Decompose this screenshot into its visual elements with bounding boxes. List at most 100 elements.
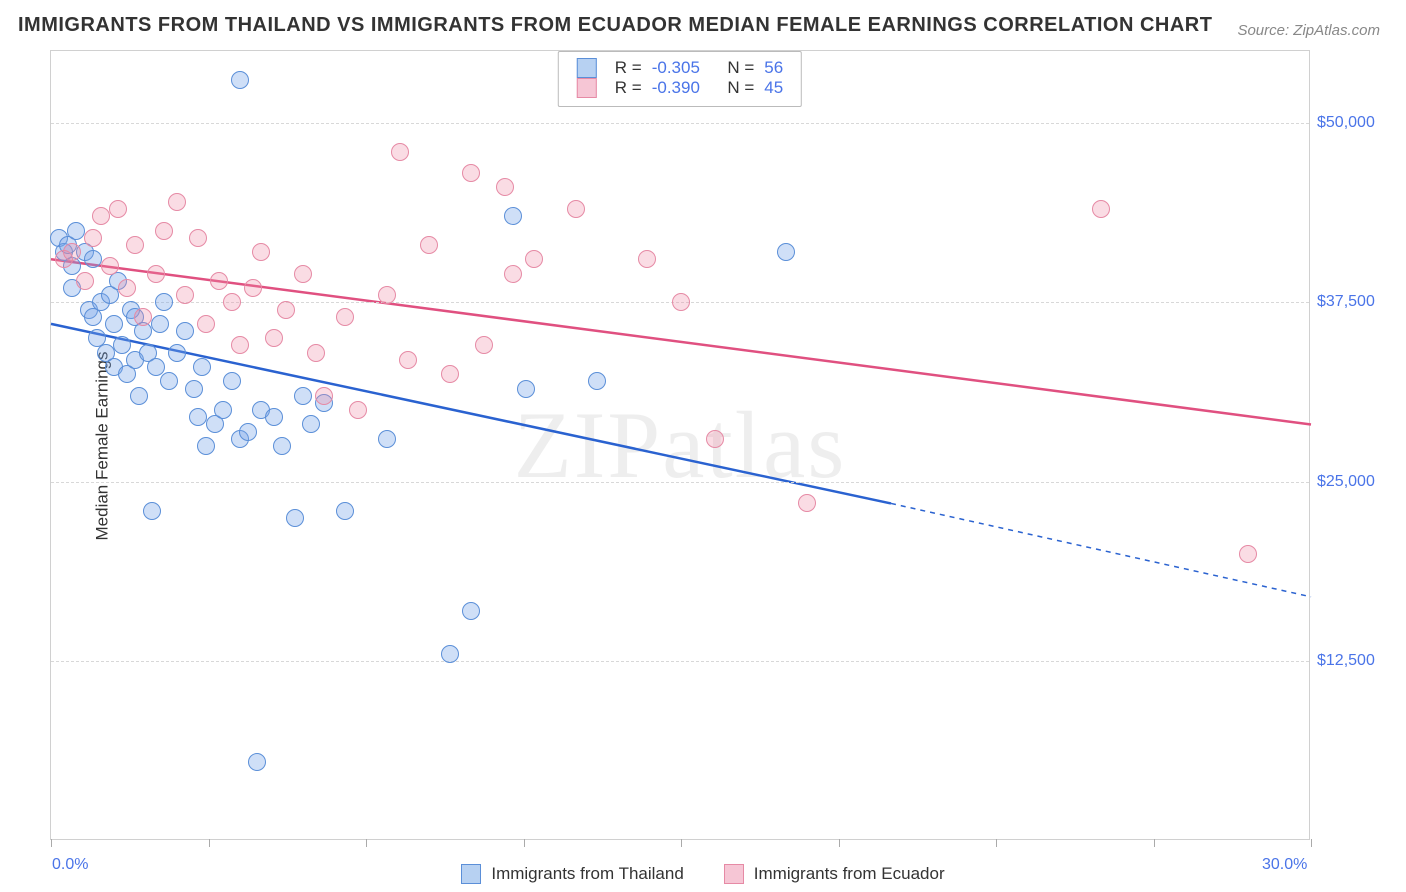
- r-value-thailand: -0.305: [652, 58, 700, 78]
- data-point-ecuador: [155, 222, 173, 240]
- y-tick-label: $50,000: [1317, 114, 1387, 132]
- n-label: N =: [718, 78, 754, 98]
- data-point-ecuador: [525, 250, 543, 268]
- source-attribution: Source: ZipAtlas.com: [1237, 22, 1380, 39]
- data-point-ecuador: [118, 279, 136, 297]
- data-point-thailand: [160, 372, 178, 390]
- data-point-thailand: [273, 437, 291, 455]
- legend-item-thailand: Immigrants from Thailand: [461, 864, 683, 884]
- data-point-thailand: [248, 753, 266, 771]
- r-label: R =: [615, 58, 642, 78]
- legend-row-thailand: R = -0.305 N = 56: [577, 58, 783, 78]
- data-point-thailand: [143, 502, 161, 520]
- correlation-chart: IMMIGRANTS FROM THAILAND VS IMMIGRANTS F…: [0, 0, 1406, 892]
- legend-bottom: Immigrants from Thailand Immigrants from…: [0, 864, 1406, 884]
- legend-item-ecuador: Immigrants from Ecuador: [724, 864, 945, 884]
- n-value-thailand: 56: [764, 58, 783, 78]
- data-point-thailand: [378, 430, 396, 448]
- r-label: R =: [615, 78, 642, 98]
- data-point-ecuador: [1239, 545, 1257, 563]
- data-point-thailand: [336, 502, 354, 520]
- legend-swatch-ecuador: [724, 864, 744, 884]
- data-point-ecuador: [134, 308, 152, 326]
- data-point-thailand: [197, 437, 215, 455]
- data-point-ecuador: [210, 272, 228, 290]
- data-point-ecuador: [294, 265, 312, 283]
- data-point-thailand: [588, 372, 606, 390]
- data-point-thailand: [185, 380, 203, 398]
- data-point-ecuador: [244, 279, 262, 297]
- legend-top: R = -0.305 N = 56 R = -0.390 N = 45: [558, 51, 802, 107]
- data-point-ecuador: [462, 164, 480, 182]
- data-point-ecuador: [475, 336, 493, 354]
- data-point-thailand: [193, 358, 211, 376]
- data-point-ecuador: [567, 200, 585, 218]
- data-point-ecuador: [378, 286, 396, 304]
- legend-swatch-ecuador: [577, 78, 597, 98]
- data-point-ecuador: [109, 200, 127, 218]
- data-point-ecuador: [391, 143, 409, 161]
- y-tick-label: $37,500: [1317, 293, 1387, 311]
- data-point-thailand: [517, 380, 535, 398]
- data-point-thailand: [231, 71, 249, 89]
- data-point-thailand: [294, 387, 312, 405]
- data-point-ecuador: [168, 193, 186, 211]
- legend-swatch-thailand: [461, 864, 481, 884]
- data-point-thailand: [441, 645, 459, 663]
- x-tick-mark: [839, 839, 840, 847]
- data-point-ecuador: [706, 430, 724, 448]
- x-tick-mark: [366, 839, 367, 847]
- data-point-ecuador: [176, 286, 194, 304]
- data-point-ecuador: [223, 293, 241, 311]
- x-tick-mark: [209, 839, 210, 847]
- data-point-thailand: [239, 423, 257, 441]
- data-point-thailand: [155, 293, 173, 311]
- data-point-ecuador: [84, 229, 102, 247]
- gridline: [51, 482, 1309, 483]
- data-point-thailand: [777, 243, 795, 261]
- data-point-thailand: [105, 315, 123, 333]
- data-point-ecuador: [307, 344, 325, 362]
- data-point-ecuador: [101, 257, 119, 275]
- n-label: N =: [718, 58, 754, 78]
- x-tick-mark: [524, 839, 525, 847]
- data-point-ecuador: [231, 336, 249, 354]
- data-point-ecuador: [126, 236, 144, 254]
- x-tick-mark: [681, 839, 682, 847]
- data-point-ecuador: [265, 329, 283, 347]
- data-point-thailand: [130, 387, 148, 405]
- data-point-ecuador: [277, 301, 295, 319]
- data-point-ecuador: [197, 315, 215, 333]
- data-point-thailand: [189, 408, 207, 426]
- plot-area: ZIPatlas R = -0.305 N = 56 R = -0.390 N …: [50, 50, 1310, 840]
- watermark-text: ZIPatlas: [514, 390, 847, 500]
- data-point-ecuador: [189, 229, 207, 247]
- legend-row-ecuador: R = -0.390 N = 45: [577, 78, 783, 98]
- data-point-thailand: [265, 408, 283, 426]
- data-point-thailand: [67, 222, 85, 240]
- data-point-ecuador: [399, 351, 417, 369]
- data-point-thailand: [504, 207, 522, 225]
- data-point-thailand: [462, 602, 480, 620]
- data-point-ecuador: [315, 387, 333, 405]
- data-point-ecuador: [504, 265, 522, 283]
- x-tick-mark: [51, 839, 52, 847]
- data-point-thailand: [286, 509, 304, 527]
- data-point-ecuador: [349, 401, 367, 419]
- data-point-ecuador: [63, 243, 81, 261]
- y-tick-label: $12,500: [1317, 652, 1387, 670]
- legend-swatch-thailand: [577, 58, 597, 78]
- legend-label-thailand: Immigrants from Thailand: [491, 864, 683, 884]
- data-point-ecuador: [420, 236, 438, 254]
- data-point-ecuador: [92, 207, 110, 225]
- data-point-ecuador: [441, 365, 459, 383]
- data-point-ecuador: [336, 308, 354, 326]
- data-point-thailand: [84, 250, 102, 268]
- data-point-ecuador: [672, 293, 690, 311]
- data-point-ecuador: [252, 243, 270, 261]
- data-point-thailand: [223, 372, 241, 390]
- data-point-ecuador: [147, 265, 165, 283]
- x-tick-mark: [996, 839, 997, 847]
- data-point-thailand: [214, 401, 232, 419]
- data-point-ecuador: [798, 494, 816, 512]
